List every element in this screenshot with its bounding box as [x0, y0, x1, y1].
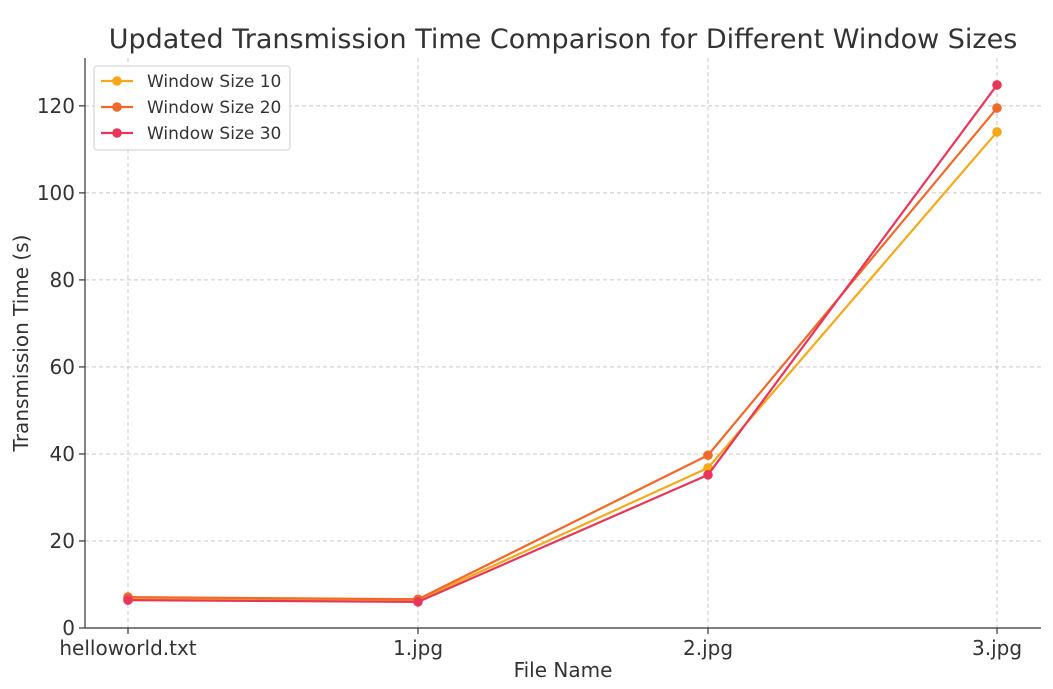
legend-box: [93, 65, 291, 151]
series-2: [123, 103, 1002, 605]
legend-label: Window Size 30: [147, 124, 281, 144]
series-line: [127, 131, 998, 602]
grid-lines: [85, 58, 1041, 628]
data-point: [992, 127, 1002, 137]
data-point: [123, 595, 133, 605]
x-tick-label: helloworld.txt: [59, 636, 196, 660]
x-tick-label: 2.jpg: [683, 636, 733, 660]
legend-label: Window Size 10: [147, 72, 281, 92]
y-tick-label: 80: [50, 268, 75, 292]
y-tick-label: 120: [37, 94, 75, 118]
data-point: [992, 80, 1002, 90]
series-1: [123, 127, 1002, 605]
x-axis-label: File Name: [514, 658, 613, 682]
x-tick-label: 3.jpg: [972, 636, 1022, 660]
y-tick-label: 60: [50, 355, 75, 379]
y-axis-label: Transmission Time (s): [9, 235, 33, 453]
data-point: [703, 450, 713, 461]
axes: 0 20 40 60 80 100 120 helloworld.txt 1.jpg 2.jpg 3…: [37, 58, 1041, 660]
legend-item: Window Size 10: [101, 72, 281, 92]
series-line: [127, 107, 998, 601]
legend-swatch-marker: [112, 102, 122, 112]
data-point: [703, 470, 713, 480]
legend-label: Window Size 20: [147, 98, 281, 118]
series-lines: [123, 80, 1002, 607]
legend: Window Size 10 Window Size 20 Window Size …: [93, 65, 291, 151]
legend-item: Window Size 20: [101, 98, 281, 118]
y-tick-label: 0: [62, 616, 75, 640]
y-tick-label: 40: [50, 442, 75, 466]
data-point: [413, 597, 423, 607]
y-tick-label: 20: [50, 529, 75, 553]
data-point: [992, 103, 1002, 113]
series-line: [127, 84, 998, 603]
series-3: [123, 80, 1002, 607]
y-tick-label: 100: [37, 181, 75, 205]
legend-swatch-marker: [112, 76, 122, 86]
x-tick-label: 1.jpg: [393, 636, 443, 660]
legend-item: Window Size 30: [101, 124, 281, 144]
legend-swatch-marker: [112, 128, 122, 138]
chart-title: Updated Transmission Time Comparison for…: [109, 24, 1018, 55]
